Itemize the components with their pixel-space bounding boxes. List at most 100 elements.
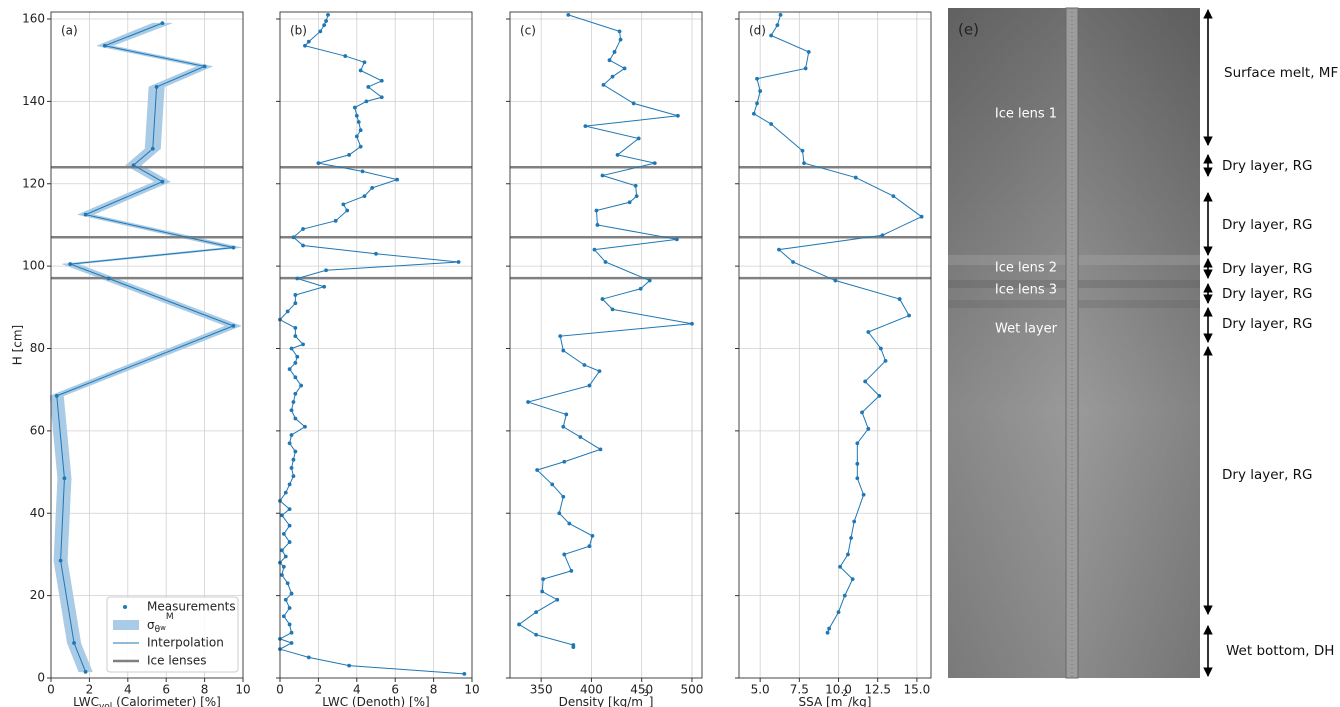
measurement bbox=[284, 555, 288, 559]
measurement bbox=[290, 347, 294, 351]
measurement bbox=[769, 34, 773, 38]
measurement bbox=[920, 215, 924, 219]
layer-label: Dry layer, RG bbox=[1222, 261, 1313, 277]
measurement bbox=[791, 260, 795, 264]
measurement bbox=[534, 610, 538, 614]
measurement bbox=[801, 149, 805, 153]
measurement bbox=[345, 209, 349, 213]
measurement bbox=[833, 279, 837, 283]
measurement bbox=[826, 631, 830, 635]
panel-label: (b) bbox=[290, 24, 307, 38]
x-axis-label: LWCvol​ (Calorimeter) [%] bbox=[73, 695, 221, 707]
measurement bbox=[561, 495, 565, 499]
measurement bbox=[359, 145, 363, 149]
measurement bbox=[374, 252, 378, 256]
measurement bbox=[293, 361, 297, 365]
measurement bbox=[72, 641, 76, 645]
measurement bbox=[84, 213, 88, 217]
measurement bbox=[837, 610, 841, 614]
measurement bbox=[343, 54, 347, 58]
measurement bbox=[846, 553, 850, 557]
measurement bbox=[604, 260, 608, 264]
axes-frame bbox=[280, 12, 472, 678]
measurement bbox=[534, 633, 538, 637]
measurement bbox=[68, 262, 72, 266]
measurement bbox=[611, 75, 615, 79]
measurement bbox=[852, 520, 856, 524]
panel-label: (c) bbox=[520, 24, 536, 38]
measurement bbox=[203, 64, 207, 68]
axes-frame bbox=[510, 12, 702, 678]
measurement bbox=[860, 410, 864, 414]
measurement bbox=[862, 493, 866, 497]
measurement bbox=[303, 44, 307, 48]
panel: 5.07.510.012.515.0SSA [m2​/kg](d) bbox=[735, 12, 931, 707]
measurement bbox=[288, 507, 292, 511]
measurement bbox=[232, 324, 236, 328]
measurement bbox=[280, 513, 284, 517]
y-tick-label: 60 bbox=[30, 423, 45, 437]
measurement bbox=[769, 122, 773, 126]
y-tick-label: 20 bbox=[30, 588, 45, 602]
measurement bbox=[293, 450, 297, 454]
measurement bbox=[807, 50, 811, 54]
measurement bbox=[299, 384, 303, 388]
measurement bbox=[776, 23, 780, 27]
measurement bbox=[540, 590, 544, 594]
measurement bbox=[293, 334, 297, 338]
measurement bbox=[363, 194, 367, 198]
measurement bbox=[307, 656, 311, 660]
measurement bbox=[618, 29, 622, 33]
profile-line bbox=[57, 23, 234, 672]
measurement bbox=[280, 548, 284, 552]
profile-line bbox=[754, 15, 922, 633]
measurement bbox=[583, 124, 587, 128]
photo-annotation: Ice lens 1 bbox=[995, 107, 1057, 122]
text-part: ] bbox=[649, 695, 654, 707]
measurement bbox=[232, 246, 236, 250]
measurement bbox=[290, 466, 294, 470]
measurement bbox=[601, 297, 605, 301]
measurement bbox=[526, 400, 530, 404]
measurement bbox=[341, 202, 345, 206]
measurement bbox=[292, 235, 296, 239]
measurement bbox=[555, 598, 559, 602]
layer-label: Surface melt, MF bbox=[1224, 65, 1338, 81]
y-tick-label: 160 bbox=[22, 12, 45, 26]
measurement bbox=[286, 581, 290, 585]
measurement bbox=[290, 433, 294, 437]
measurement bbox=[288, 441, 292, 445]
measurement bbox=[280, 573, 284, 577]
legend-label: Interpolation bbox=[147, 636, 224, 650]
measurement bbox=[288, 524, 292, 528]
measurement bbox=[755, 102, 759, 106]
measurement bbox=[637, 137, 641, 141]
measurement bbox=[288, 483, 292, 487]
measurement bbox=[290, 408, 294, 412]
measurement bbox=[322, 285, 326, 289]
measurement bbox=[353, 106, 357, 110]
measurement bbox=[582, 363, 586, 367]
measurement bbox=[851, 577, 855, 581]
axes-frame bbox=[739, 12, 931, 678]
measurement bbox=[155, 85, 159, 89]
measurement bbox=[355, 134, 359, 138]
measurement bbox=[653, 161, 657, 165]
measurement bbox=[755, 77, 759, 81]
measurement bbox=[863, 380, 867, 384]
measurement bbox=[588, 544, 592, 548]
measurement bbox=[293, 375, 297, 379]
measurement bbox=[562, 460, 566, 464]
measurement bbox=[293, 417, 297, 421]
layer-label: Dry layer, RG bbox=[1222, 217, 1313, 233]
text-part: /kg] bbox=[848, 695, 871, 707]
panel: 350400450500Density [kg/m3​](c) bbox=[506, 12, 703, 707]
measurement bbox=[160, 21, 164, 25]
measurement bbox=[292, 458, 296, 462]
measurement bbox=[295, 355, 299, 359]
measurement bbox=[132, 163, 136, 167]
panel-label: (a) bbox=[61, 24, 78, 38]
measurement bbox=[578, 435, 582, 439]
layer-label: Wet bottom, DH bbox=[1226, 643, 1334, 659]
